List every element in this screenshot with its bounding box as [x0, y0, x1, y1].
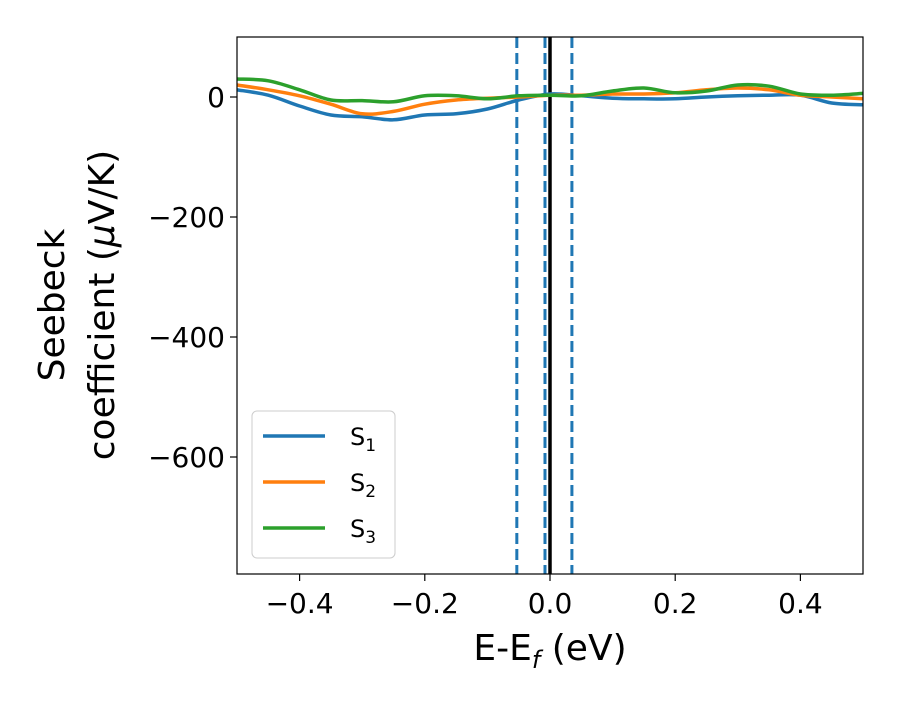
- series-line-s3: [237, 77, 863, 104]
- y-tick-label: 0: [207, 81, 225, 114]
- x-tick-label: 0.4: [778, 587, 823, 620]
- y-axis-label-line1: Seebeck: [32, 228, 73, 381]
- x-tick-label: −0.4: [266, 587, 334, 620]
- x-axis-label: E-Ef (eV): [473, 628, 626, 674]
- legend-box: [251, 410, 396, 559]
- y-tick-label: −600: [148, 441, 225, 474]
- x-axis-ticks: −0.4 −0.2 0.0 0.2 0.4: [266, 574, 823, 620]
- y-axis-ticks: 0 −200 −400 −600: [148, 81, 237, 474]
- legend-label-s2: S2: [350, 469, 376, 502]
- x-tick-label: −0.2: [391, 587, 459, 620]
- plot-area: [237, 37, 863, 574]
- x-tick-label: 0.0: [528, 587, 573, 620]
- y-tick-label: −400: [148, 321, 225, 354]
- legend-label-s3: S3: [350, 515, 376, 548]
- y-tick-label: −200: [148, 201, 225, 234]
- y-axis-label-line2: coefficient (μV/K): [82, 150, 123, 460]
- legend-label-s1: S1: [350, 423, 376, 456]
- legend: S1 S2 S3: [251, 410, 396, 559]
- y-axis-label: Seebeck coefficient (μV/K): [32, 150, 123, 460]
- x-tick-label: 0.2: [653, 587, 698, 620]
